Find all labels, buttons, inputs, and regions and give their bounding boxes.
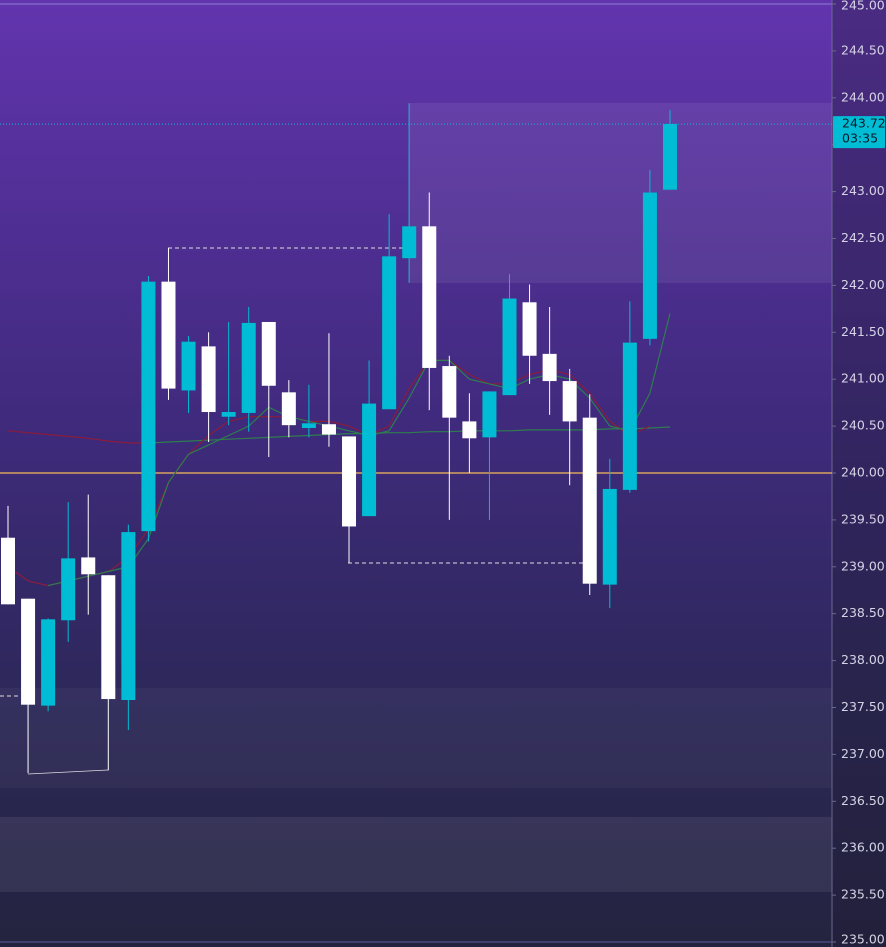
ma-line	[7, 430, 149, 444]
candle-body	[642, 192, 657, 339]
y-tick-label: 237.00	[841, 746, 885, 761]
candle-body	[402, 226, 417, 259]
y-tick-label: 235.50	[841, 887, 885, 902]
y-tick-label: 239.00	[841, 558, 885, 573]
candle-body	[462, 421, 477, 439]
y-tick-label: 240.50	[841, 418, 885, 433]
trend-line	[27, 769, 109, 775]
y-tick-label: 243.00	[841, 183, 885, 198]
zone	[0, 688, 832, 788]
candle-body	[181, 341, 196, 391]
candle-body	[382, 256, 397, 410]
candle-body	[622, 342, 637, 490]
candle-body	[362, 403, 377, 517]
y-tick-label: 237.50	[841, 699, 885, 714]
candle-body	[582, 417, 597, 584]
candle-body	[101, 575, 116, 700]
candle-body	[422, 226, 437, 368]
y-tick-label: 244.00	[841, 89, 885, 104]
candle-body	[342, 436, 357, 527]
candle-body	[1, 537, 15, 605]
y-tick-label: 239.50	[841, 511, 885, 526]
last-price-badge	[833, 116, 885, 149]
candle-body	[281, 392, 296, 426]
y-tick-label: 238.50	[841, 605, 885, 620]
candle-body	[141, 281, 156, 532]
y-tick-label: 236.00	[841, 840, 885, 855]
candle-body	[261, 321, 276, 386]
candle-body	[442, 366, 457, 418]
candle-body	[321, 424, 336, 435]
price-axis	[832, 0, 886, 947]
candle-body	[61, 558, 76, 621]
candle-body	[161, 281, 176, 389]
candle-body	[241, 322, 256, 413]
candle-body	[301, 423, 316, 428]
zone-box	[408, 103, 832, 283]
y-tick-label: 244.50	[841, 42, 885, 57]
candle-body	[121, 532, 136, 700]
y-tick-label: 242.50	[841, 230, 885, 245]
y-tick-label: 241.00	[841, 371, 885, 386]
candle-body	[522, 302, 537, 356]
candle-body	[21, 598, 36, 705]
y-tick-label: 238.00	[841, 652, 885, 667]
candle-body	[562, 381, 577, 422]
candle-body	[542, 353, 557, 382]
candle-body	[81, 557, 96, 575]
y-tick-label: 245.00	[841, 0, 885, 13]
y-tick-label: 241.50	[841, 324, 885, 339]
candle-body	[662, 124, 677, 190]
y-tick-label: 236.50	[841, 793, 885, 808]
zone	[0, 817, 832, 892]
candle-body	[482, 391, 497, 438]
y-tick-label: 242.00	[841, 277, 885, 292]
candle-body	[201, 346, 216, 413]
candle-body	[221, 412, 236, 417]
candle-body	[502, 298, 517, 396]
candle-body	[41, 619, 56, 706]
y-tick-label: 235.00	[841, 932, 885, 947]
y-tick-label: 240.00	[841, 465, 885, 480]
last-price-label: 243.72	[842, 116, 886, 131]
countdown-label: 03:35	[842, 131, 878, 146]
candle-body	[602, 488, 617, 585]
